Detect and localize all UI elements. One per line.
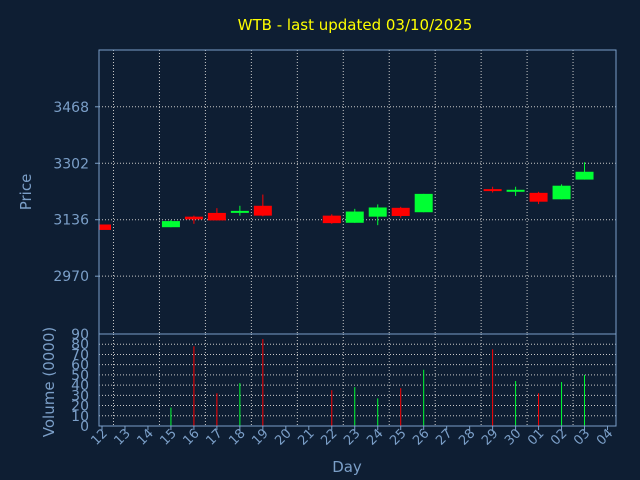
price-tick-label: 3302 <box>53 156 89 172</box>
x-tick-label: 02 <box>548 426 570 448</box>
x-tick-label: 21 <box>295 426 317 448</box>
candle-body <box>207 212 226 221</box>
volume-tick-label: 30 <box>71 388 89 404</box>
candle-body <box>506 189 525 192</box>
x-tick-label: 18 <box>226 426 248 448</box>
x-tick-label: 12 <box>89 426 111 448</box>
candle-body <box>184 216 203 220</box>
x-tick-label: 19 <box>249 426 271 448</box>
x-tick-labels: 12 13 14 15 16 17 18 19 20 21 22 23 24 25 26 27 28 29 30 01… <box>89 426 616 449</box>
price-tick-label: 2970 <box>53 269 89 285</box>
candle-body <box>368 207 387 217</box>
volume-axis-label: Volume (0000) <box>40 327 58 437</box>
x-tick-label: 29 <box>479 426 501 448</box>
volume-tick-label: 60 <box>71 358 89 374</box>
candle-body <box>483 189 502 192</box>
price-axis-label: Price <box>17 174 35 211</box>
x-tick-label: 30 <box>502 426 524 448</box>
price-tick-label: 3468 <box>53 100 89 116</box>
volume-tick-label: 20 <box>71 399 89 415</box>
volume-bars <box>170 339 586 426</box>
candle-body <box>414 193 433 213</box>
x-tick-label: 26 <box>410 426 432 448</box>
x-tick-label: 25 <box>387 426 409 448</box>
x-axis-label: Day <box>332 458 362 476</box>
volume-tick-label: 0 <box>80 419 89 435</box>
volume-tick-label: 80 <box>71 337 89 353</box>
candle-body <box>253 205 272 216</box>
x-tick-label: 23 <box>341 426 363 448</box>
candles <box>99 162 594 230</box>
volume-panel-frame <box>98 333 617 427</box>
x-tick-label: 27 <box>433 426 455 448</box>
chart-title: WTB - last updated 03/10/2025 <box>238 16 473 34</box>
volume-tick-label: 50 <box>71 368 89 384</box>
x-tick-label: 16 <box>180 426 202 448</box>
x-tick-label: 15 <box>157 426 179 448</box>
volume-grid <box>99 334 616 426</box>
x-tick-label: 03 <box>571 426 593 448</box>
volume-tick-label: 10 <box>71 409 89 425</box>
price-tick-labels: 2970 3136 3302 3468 <box>53 100 99 285</box>
x-tick-label: 13 <box>111 426 133 448</box>
volume-tick-label: 90 <box>71 327 89 343</box>
volume-tick-label: 70 <box>71 347 89 363</box>
x-tick-label: 01 <box>525 426 547 448</box>
candle-body <box>99 224 111 230</box>
x-tick-label: 14 <box>134 426 156 448</box>
x-tick-label: 04 <box>594 426 616 448</box>
x-tick-label: 20 <box>272 426 294 448</box>
x-tick-label: 22 <box>318 426 340 448</box>
candle-body <box>552 185 571 200</box>
candle-body <box>161 221 180 228</box>
x-tick-label: 28 <box>456 426 478 448</box>
candle-body <box>391 207 410 216</box>
candle-body <box>230 210 249 213</box>
volume-tick-label: 40 <box>71 378 89 394</box>
candle-body <box>322 215 341 224</box>
candle-body <box>529 192 548 202</box>
candle-body <box>575 171 594 180</box>
x-tick-label: 17 <box>203 426 225 448</box>
price-tick-label: 3136 <box>53 213 89 229</box>
candle-body <box>345 211 364 223</box>
x-tick-label: 24 <box>364 426 386 448</box>
